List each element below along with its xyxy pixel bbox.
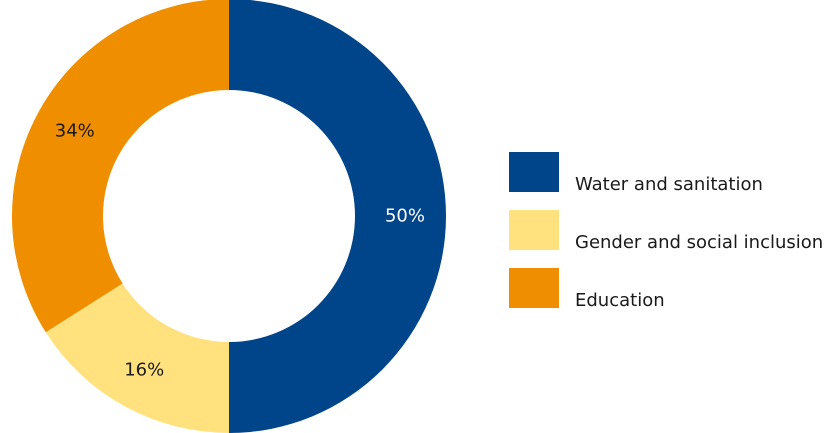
legend-label-education: Education	[575, 290, 665, 311]
slice-gender-and-social-inclusion	[45, 283, 230, 433]
slice-label-education: 34%	[55, 121, 95, 142]
slice-label-gender-and-social-inclusion: 16%	[124, 360, 164, 381]
legend-swatch-education	[509, 268, 559, 308]
slice-water-and-sanitation	[229, 0, 446, 433]
legend-label-water-and-sanitation: Water and sanitation	[575, 174, 763, 195]
slice-label-water-and-sanitation: 50%	[385, 206, 425, 227]
legend-swatch-water-and-sanitation	[509, 152, 559, 192]
legend-label-gender-and-social-inclusion: Gender and social inclusion	[575, 232, 824, 253]
slice-labels: 50% 16% 34%	[55, 121, 425, 381]
legend-swatch-gender-and-social-inclusion	[509, 210, 559, 250]
donut-slices	[12, 0, 446, 433]
slice-education	[12, 0, 229, 333]
